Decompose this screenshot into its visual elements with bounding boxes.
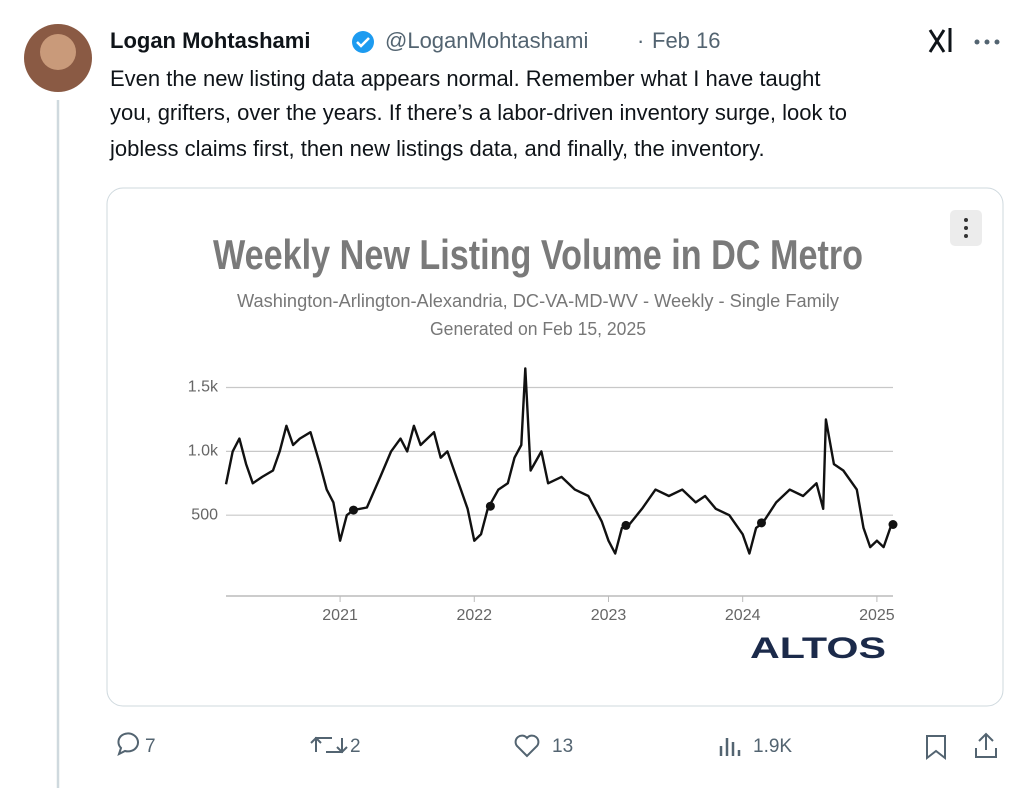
x-tick-label: 2023 [591,607,627,624]
marker-point [756,518,766,528]
x-tick-label: 2024 [725,607,761,624]
view-count[interactable]: 1.9K [753,736,792,757]
share-icon[interactable] [975,732,997,758]
marker-point [485,501,495,511]
separator: · [637,28,644,53]
tweet-date[interactable]: Feb 16 [652,28,721,53]
verified-badge [352,31,374,53]
repost-icon[interactable] [310,736,348,754]
y-tick-label: 1.5k [188,379,219,396]
author-name[interactable]: Logan Mohtashami [110,28,310,53]
author-handle[interactable]: @LoganMohtashami [385,28,588,53]
tweet-text: Even the new listing data appears normal… [110,66,821,91]
chart-menu-dots [964,218,968,238]
y-tick-label: 500 [191,506,218,523]
repost-count[interactable]: 2 [350,736,361,757]
media-card[interactable] [106,187,1004,707]
like-count[interactable]: 13 [552,736,573,757]
y-tick-label: 1.0k [188,443,219,460]
views-icon[interactable] [719,738,741,756]
marker-point [888,519,898,529]
chart-note: Generated on Feb 15, 2025 [430,319,646,339]
grok-icon[interactable] [928,28,952,53]
x-tick-label: 2021 [322,607,358,624]
logo: ALTOS [750,632,886,665]
verified-check [356,37,370,48]
chart-subtitle: Washington-Arlington-Alexandria, DC-VA-M… [237,291,839,311]
data-line [224,367,894,555]
tweet-text: you, grifters, over the years. If there’… [110,100,847,125]
chart-title: Weekly New Listing Volume in DC Metro [213,231,863,278]
x-tick-label: 2025 [859,607,895,624]
marker-point [348,505,358,515]
more-button[interactable] [974,39,1000,45]
like-icon[interactable] [514,734,540,758]
x-tick-label: 2022 [456,607,492,624]
marker-point [621,520,631,530]
avatar-face [40,34,76,70]
tweet-text: jobless claims first, then new listings … [109,136,765,161]
reply-icon[interactable] [117,732,139,756]
reply-count[interactable]: 7 [145,736,156,757]
bookmark-icon[interactable] [926,735,946,761]
